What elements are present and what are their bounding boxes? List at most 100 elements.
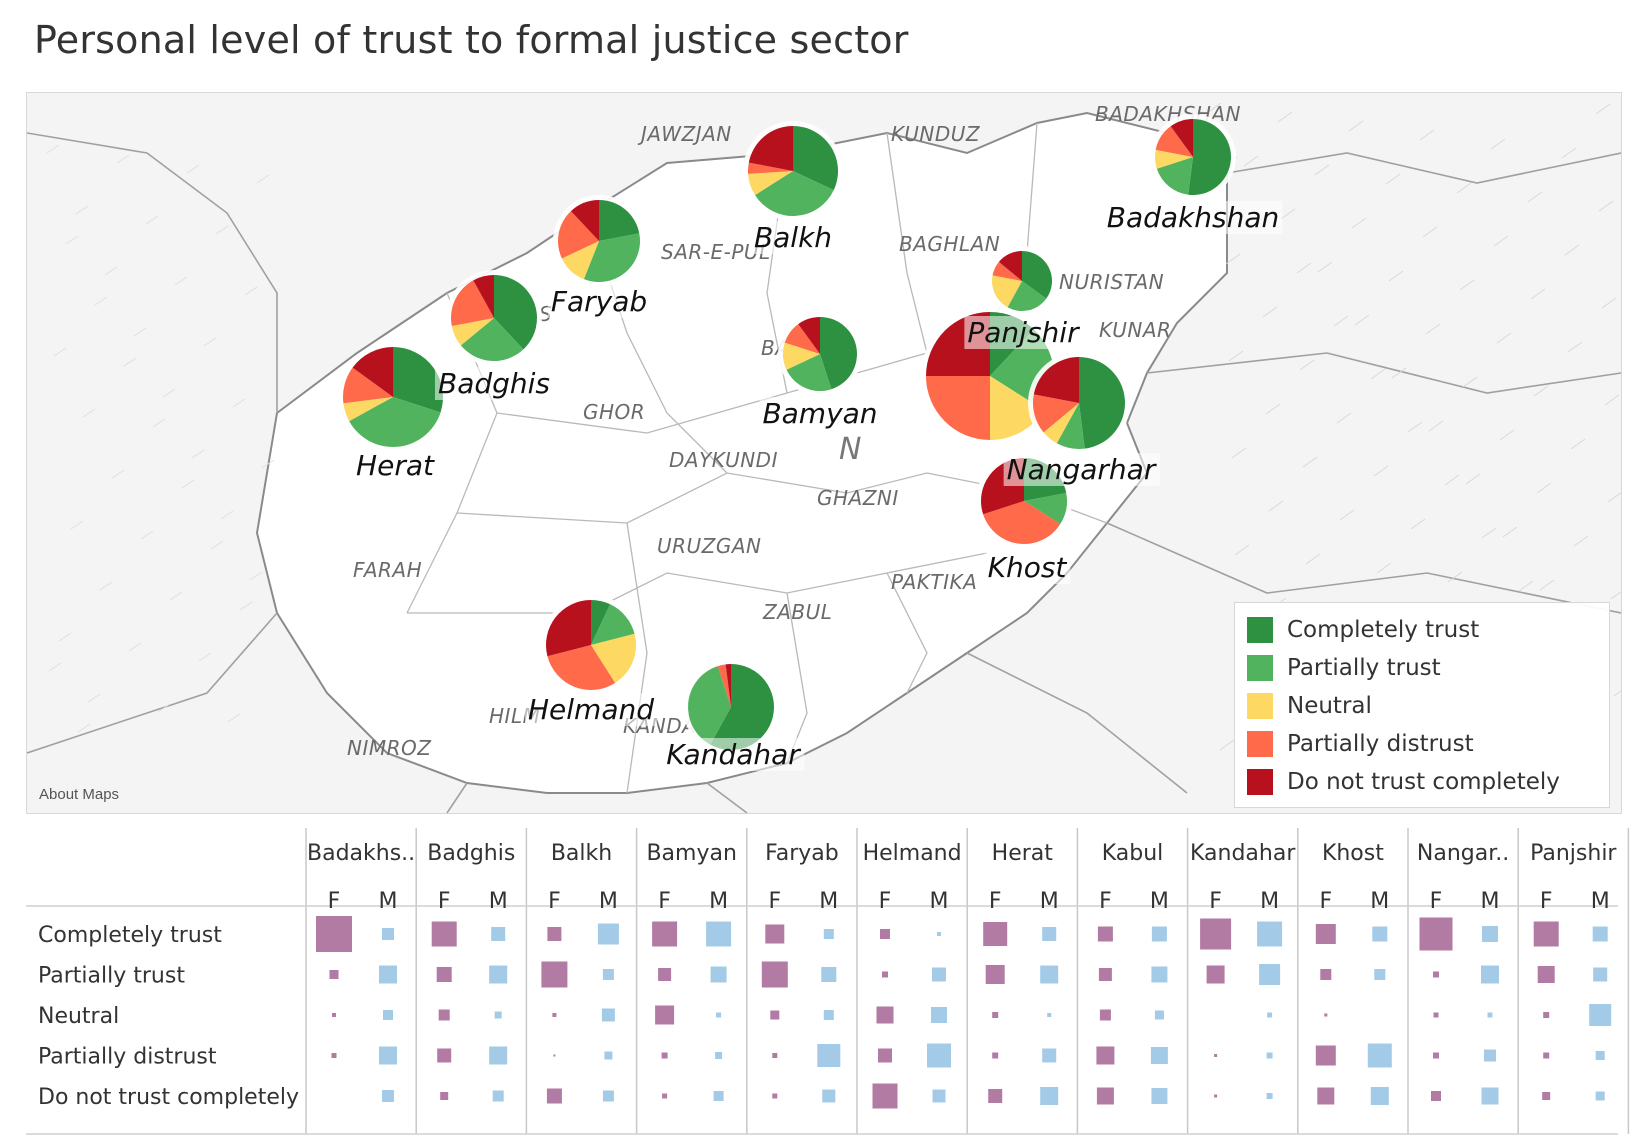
matrix-square-bamyan-f[interactable]	[658, 968, 672, 981]
pie-slice-completely-trust[interactable]	[393, 347, 443, 413]
pie-badghis[interactable]	[446, 270, 542, 366]
pie-slice-neutral[interactable]	[1043, 403, 1079, 444]
matrix-square-herat-m[interactable]	[1047, 1013, 1052, 1017]
pie-bamyan[interactable]	[778, 312, 862, 396]
matrix-square-helmand-m[interactable]	[927, 1043, 951, 1068]
pie-herat[interactable]	[338, 342, 448, 452]
matrix-square-khost-f[interactable]	[1315, 924, 1336, 944]
pie-slice-do-not-trust-completely[interactable]	[352, 347, 393, 397]
pie-slice-neutral[interactable]	[561, 241, 599, 280]
matrix-square-bamyan-m[interactable]	[715, 1052, 723, 1059]
matrix-square-nangar-f[interactable]	[1433, 1012, 1439, 1018]
matrix-square-khost-m[interactable]	[1367, 1043, 1392, 1068]
pie-balkh[interactable]	[743, 121, 843, 221]
pie-slice-partially-distrust[interactable]	[1155, 126, 1193, 157]
matrix-square-badakhs-m[interactable]	[382, 928, 394, 940]
pie-slice-neutral[interactable]	[343, 397, 393, 422]
pie-slice-do-not-trust-completely[interactable]	[570, 200, 599, 241]
matrix-square-bamyan-f[interactable]	[655, 1005, 675, 1025]
matrix-square-khost-m[interactable]	[1372, 926, 1388, 942]
matrix-square-kandahar-f[interactable]	[1214, 1094, 1218, 1098]
matrix-square-bamyan-m[interactable]	[713, 1091, 724, 1101]
matrix-square-kandahar-m[interactable]	[1267, 1012, 1273, 1018]
matrix-square-kandahar-m[interactable]	[1266, 1093, 1273, 1099]
pie-slice-partially-trust[interactable]	[786, 354, 832, 391]
pie-slice-completely-trust[interactable]	[710, 664, 774, 750]
matrix-square-nangar-f[interactable]	[1433, 1052, 1439, 1059]
matrix-square-panjshir-m[interactable]	[1593, 967, 1608, 982]
matrix-square-balkh-m[interactable]	[597, 923, 619, 945]
pie-slice-do-not-trust-completely[interactable]	[798, 317, 820, 354]
pie-slice-partially-distrust[interactable]	[926, 376, 990, 440]
matrix-square-kandahar-m[interactable]	[1266, 1052, 1273, 1059]
matrix-square-herat-m[interactable]	[1042, 927, 1057, 941]
matrix-square-helmand-f[interactable]	[878, 1048, 892, 1063]
matrix-square-bamyan-f[interactable]	[652, 921, 678, 947]
matrix-square-panjshir-m[interactable]	[1595, 1091, 1605, 1101]
matrix-square-balkh-f[interactable]	[552, 1013, 557, 1017]
pie-slice-neutral[interactable]	[990, 376, 1045, 440]
matrix-square-balkh-m[interactable]	[602, 1090, 614, 1102]
matrix-square-kabul-f[interactable]	[1098, 968, 1112, 981]
pie-faryab[interactable]	[553, 195, 645, 287]
matrix-square-balkh-f[interactable]	[541, 961, 568, 988]
matrix-square-herat-m[interactable]	[1040, 1087, 1059, 1105]
matrix-square-nangar-m[interactable]	[1484, 1049, 1496, 1062]
pie-slice-partially-distrust[interactable]	[784, 324, 820, 354]
legend-item-partially-distrust[interactable]: Partially distrust	[1247, 729, 1474, 759]
pie-slice-partially-distrust[interactable]	[992, 261, 1022, 281]
matrix-square-kabul-f[interactable]	[1096, 1046, 1115, 1065]
matrix-square-nangar-f[interactable]	[1433, 971, 1439, 978]
matrix-square-badghis-m[interactable]	[489, 965, 508, 984]
pie-badakhshan[interactable]	[1150, 114, 1236, 200]
matrix-square-herat-m[interactable]	[1040, 965, 1059, 984]
matrix-square-khost-m[interactable]	[1370, 1087, 1389, 1105]
matrix-square-panjshir-f[interactable]	[1537, 966, 1555, 983]
pie-slice-neutral[interactable]	[591, 633, 636, 683]
pie-slice-do-not-trust-completely[interactable]	[725, 664, 731, 707]
matrix-square-kabul-m[interactable]	[1151, 926, 1167, 942]
matrix-square-bamyan-m[interactable]	[706, 921, 732, 947]
matrix-square-badakhs-f[interactable]	[329, 970, 339, 979]
matrix-square-faryab-m[interactable]	[823, 1010, 834, 1020]
matrix-square-badghis-m[interactable]	[491, 927, 506, 941]
pie-slice-neutral[interactable]	[451, 318, 494, 346]
matrix-square-balkh-f[interactable]	[547, 927, 562, 941]
matrix-square-panjshir-m[interactable]	[1592, 926, 1608, 942]
pie-slice-partially-distrust[interactable]	[717, 664, 731, 707]
matrix-square-helmand-m[interactable]	[931, 1007, 947, 1023]
matrix-square-faryab-f[interactable]	[770, 1010, 780, 1020]
matrix-square-balkh-f[interactable]	[546, 1088, 562, 1104]
matrix-square-helmand-m[interactable]	[937, 932, 941, 936]
matrix-square-nangar-m[interactable]	[1482, 926, 1498, 942]
matrix-square-kabul-m[interactable]	[1151, 966, 1168, 983]
pie-slice-partially-distrust[interactable]	[342, 367, 393, 404]
pie-slice-do-not-trust-completely[interactable]	[473, 275, 494, 318]
pie-slice-partially-trust[interactable]	[1056, 403, 1085, 449]
matrix-square-panjshir-f[interactable]	[1543, 1012, 1550, 1018]
matrix-square-kandahar-m[interactable]	[1259, 964, 1281, 985]
matrix-square-faryab-f[interactable]	[761, 961, 788, 988]
matrix-square-badghis-f[interactable]	[440, 1092, 449, 1100]
matrix-square-balkh-m[interactable]	[604, 1051, 613, 1060]
pie-slice-partially-distrust[interactable]	[1033, 394, 1079, 433]
pie-slice-partially-trust[interactable]	[688, 666, 731, 745]
matrix-square-helmand-m[interactable]	[932, 1089, 946, 1103]
matrix-square-kabul-f[interactable]	[1097, 926, 1113, 942]
pie-slice-completely-trust[interactable]	[793, 126, 839, 191]
pie-slice-neutral[interactable]	[748, 171, 793, 196]
matrix-square-faryab-f[interactable]	[765, 924, 785, 944]
matrix-square-bamyan-m[interactable]	[710, 966, 727, 983]
pie-slice-partially-trust[interactable]	[349, 397, 441, 447]
matrix-square-faryab-m[interactable]	[822, 1089, 836, 1103]
pie-slice-partially-trust[interactable]	[460, 318, 524, 361]
matrix-square-badakhs-m[interactable]	[379, 1046, 397, 1065]
matrix-square-panjshir-f[interactable]	[1542, 1092, 1551, 1100]
matrix-square-bamyan-f[interactable]	[661, 1052, 668, 1059]
pie-slice-partially-distrust[interactable]	[547, 645, 616, 690]
matrix-square-badghis-m[interactable]	[492, 1090, 504, 1102]
matrix-square-balkh-f[interactable]	[553, 1054, 556, 1057]
matrix-square-nangar-f[interactable]	[1419, 917, 1453, 951]
matrix-square-badakhs-f[interactable]	[332, 1013, 336, 1017]
pie-slice-partially-distrust[interactable]	[983, 501, 1061, 545]
